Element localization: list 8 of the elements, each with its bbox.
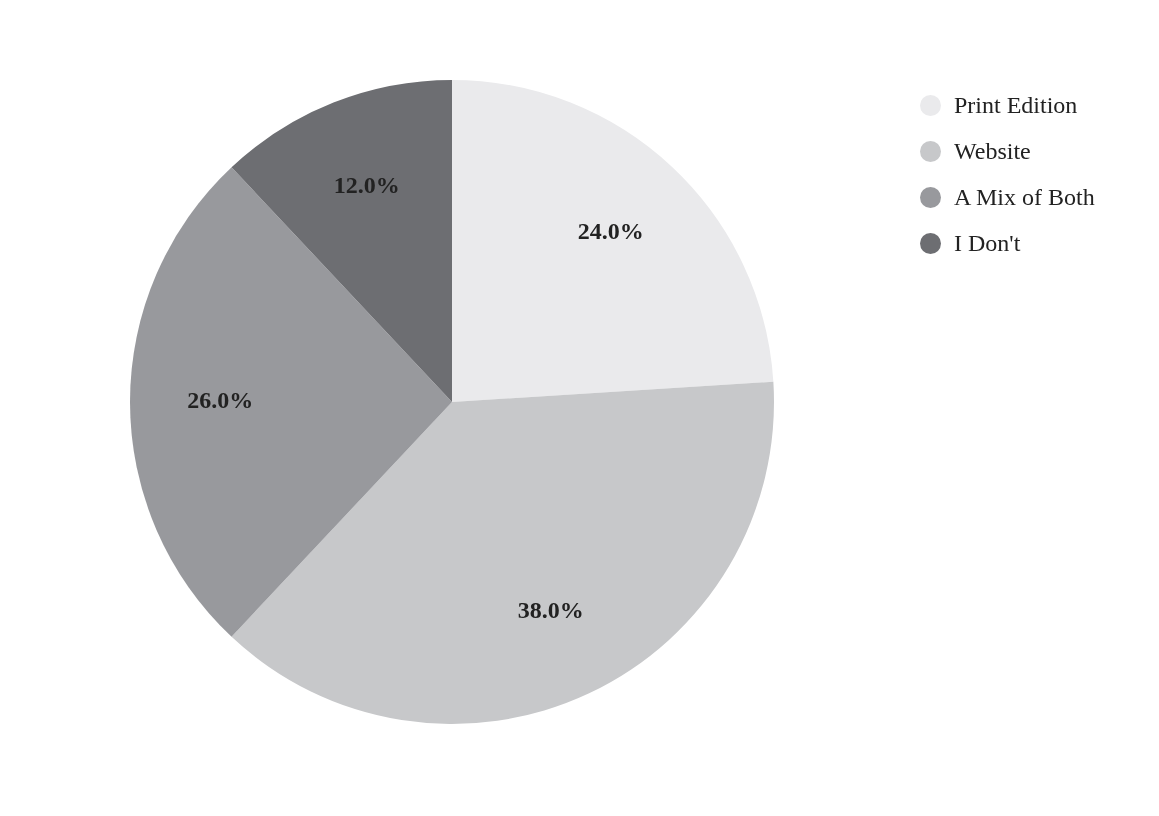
data-label: 38.0%: [517, 596, 584, 623]
legend-label: Print Edition: [954, 91, 1078, 119]
legend-label: A Mix of Both: [954, 183, 1095, 211]
legend-label: I Don't: [954, 229, 1021, 257]
legend-label: Website: [954, 137, 1031, 165]
data-label: 26.0%: [187, 387, 254, 414]
data-label: 24.0%: [577, 218, 644, 245]
data-label: 12.0%: [333, 171, 400, 198]
